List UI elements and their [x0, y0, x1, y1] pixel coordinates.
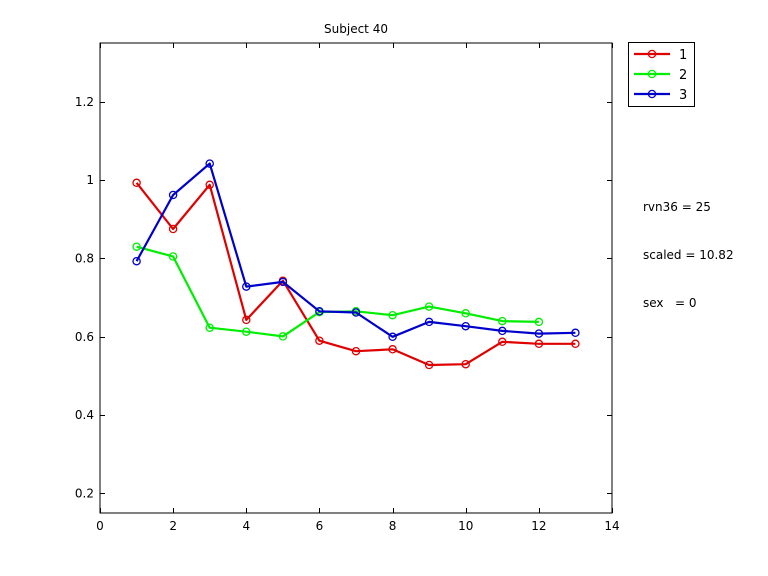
x-tick-label: 6: [316, 519, 324, 533]
data-point: [461, 321, 470, 331]
x-tick-label: 2: [169, 519, 177, 533]
y-tick-label: 1: [86, 173, 94, 187]
data-point: [278, 277, 288, 287]
data-point: [278, 332, 288, 341]
legend-marker: [647, 69, 657, 79]
data-point: [168, 252, 178, 261]
legend-label: 1: [679, 48, 687, 63]
annotation-block: rvn36 = 25 scaled = 10.82 sex = 0: [643, 167, 734, 327]
annotation-sex: sex = 0: [643, 296, 697, 310]
data-point: [498, 337, 507, 347]
data-point: [424, 302, 434, 311]
x-tick-label: 4: [242, 519, 250, 533]
data-point: [498, 316, 507, 326]
x-tick-label: 0: [96, 519, 104, 533]
series-line: [135, 162, 576, 338]
data-point: [351, 308, 361, 317]
data-point: [388, 332, 397, 342]
data-point: [498, 326, 507, 336]
legend: 1 2 3: [628, 42, 695, 107]
data-point: [132, 256, 141, 266]
data-point: [424, 360, 434, 370]
data-point: [461, 309, 470, 318]
data-point: [571, 339, 580, 349]
data-point: [315, 336, 324, 345]
data-point: [571, 328, 580, 338]
data-point: [534, 329, 544, 338]
series-3: [132, 159, 580, 342]
data-point: [132, 178, 141, 188]
data-point: [242, 282, 251, 291]
y-tick-label: 0.2: [75, 486, 94, 500]
axes-layer: 0 2 4 6 8 10 12 14 0.2 0.4 0.6 0.8 1 1.2: [75, 42, 620, 533]
data-point: [205, 159, 214, 168]
data-point: [205, 180, 214, 190]
plot-frame: [99, 42, 613, 514]
series-line: [135, 182, 576, 367]
x-tick-label: 14: [604, 519, 619, 533]
legend-label: 3: [679, 88, 687, 103]
data-point: [242, 327, 251, 336]
data-point: [351, 346, 361, 356]
data-point: [242, 315, 251, 325]
x-tick-label: 12: [531, 519, 546, 533]
data-point: [534, 339, 544, 349]
data-point: [461, 359, 470, 369]
chart-title: Subject 40: [324, 22, 388, 36]
data-point: [388, 310, 397, 320]
data-point: [424, 317, 434, 327]
data-point: [315, 307, 324, 316]
series-layer: [132, 159, 580, 370]
legend-marker: [647, 49, 657, 59]
y-tick-label: 0.8: [75, 251, 94, 265]
data-point: [168, 224, 178, 234]
data-point: [168, 190, 178, 200]
x-tick-label: 8: [389, 519, 397, 533]
y-tick-label: 0.6: [75, 330, 94, 344]
legend-marker: [647, 89, 657, 99]
data-point: [388, 345, 397, 354]
annotation-rvn36: rvn36 = 25: [643, 200, 711, 214]
y-tick-label: 1.2: [75, 95, 94, 109]
data-point: [534, 317, 544, 327]
data-point: [205, 323, 214, 332]
data-point: [132, 242, 141, 251]
y-tick-label: 0.4: [75, 408, 94, 422]
annotation-scaled: scaled = 10.82: [643, 248, 734, 262]
legend-label: 2: [679, 68, 687, 83]
x-tick-label: 10: [458, 519, 473, 533]
